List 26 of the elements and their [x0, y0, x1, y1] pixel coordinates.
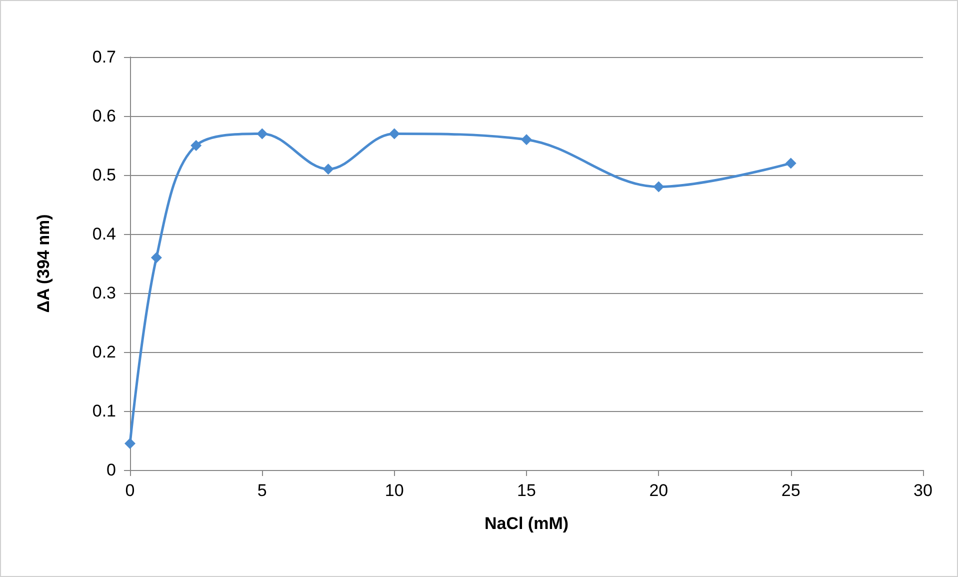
- y-tick-label: 0: [106, 460, 116, 480]
- y-tick-label: 0.6: [92, 106, 116, 126]
- y-tick-label: 0.4: [92, 224, 116, 244]
- point: [653, 181, 664, 192]
- x-tick-label: 5: [257, 481, 267, 500]
- y-tick-label: 0.3: [92, 284, 116, 302]
- point: [150, 252, 162, 264]
- y-axis-title: ΔA (394 nm): [34, 214, 53, 313]
- x-tick-label: 20: [649, 481, 668, 500]
- y-tick-label: 0.1: [92, 402, 116, 420]
- point: [521, 134, 532, 146]
- point: [256, 128, 268, 140]
- y-tick-label: 0.2: [92, 342, 116, 362]
- point: [124, 438, 136, 449]
- point: [388, 128, 400, 140]
- point: [190, 140, 202, 151]
- point: [322, 164, 334, 175]
- y-tick-label: 0.7: [92, 48, 116, 66]
- x-axis-title: NaCl (mM): [484, 514, 569, 533]
- point: [785, 158, 796, 169]
- x-tick-label: 0: [125, 481, 135, 500]
- x-tick-label: 30: [914, 481, 932, 500]
- y-tick-label: 0.5: [92, 166, 116, 184]
- x-tick-label: 15: [517, 481, 536, 500]
- x-tick-label: 10: [384, 481, 404, 500]
- x-tick-label: 25: [781, 481, 800, 500]
